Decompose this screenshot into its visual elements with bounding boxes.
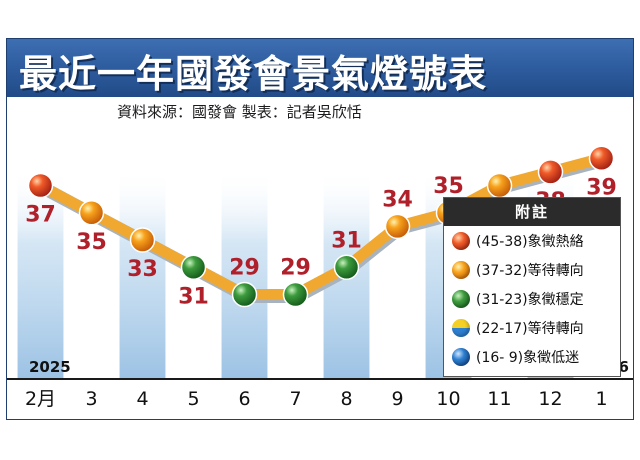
value-label: 29 xyxy=(280,256,311,281)
value-label: 29 xyxy=(229,256,260,281)
source-credit: 資料來源：國發會 製表：記者吳欣恬 xyxy=(117,103,362,121)
x-tick-label: 12 xyxy=(538,388,562,410)
chart-title: 最近一年國發會景氣燈號表 xyxy=(19,52,488,96)
value-label: 31 xyxy=(178,284,209,309)
data-point xyxy=(231,281,258,308)
legend-item-label: (45-38)象徵熱絡 xyxy=(476,233,584,250)
data-point xyxy=(180,254,207,280)
year-label-start: 2025 xyxy=(29,358,71,376)
legend-item: (31-23)象徵穩定 xyxy=(444,284,620,313)
legend-item: (16- 9)象徵低迷 xyxy=(444,342,620,371)
x-tick-label: 1 xyxy=(595,388,607,410)
data-point xyxy=(282,281,309,308)
legend-item-label: (31-23)象徵穩定 xyxy=(476,291,584,308)
column-stripe xyxy=(221,169,268,379)
column-stripe xyxy=(17,169,64,379)
chart-frame: 最近一年國發會景氣燈號表 資料來源：國發會 製表：記者吳欣恬 xyxy=(6,38,634,420)
x-tick-label: 6 xyxy=(238,388,250,410)
data-point xyxy=(537,159,564,185)
x-tick-label: 8 xyxy=(340,388,352,410)
red-light-icon xyxy=(452,231,470,250)
value-label: 33 xyxy=(127,257,158,282)
yellowblue-light-icon xyxy=(452,318,470,337)
value-label: 34 xyxy=(382,187,413,212)
legend-item: (45-38)象徵熱絡 xyxy=(444,226,620,255)
value-label: 35 xyxy=(76,230,107,255)
legend-item: (37-32)等待轉向 xyxy=(444,255,620,284)
data-point xyxy=(333,254,360,280)
x-tick-label: 7 xyxy=(289,388,301,410)
x-tick-label: 11 xyxy=(487,388,511,410)
x-tick-label: 5 xyxy=(187,388,199,410)
title-band: 最近一年國發會景氣燈號表 xyxy=(7,39,633,97)
column-stripe xyxy=(119,169,166,379)
legend-box: 附註 (45-38)象徵熱絡 (37-32)等待轉向 (31-23)象徵穩定 (22-… xyxy=(443,197,621,377)
value-label: 39 xyxy=(586,175,617,200)
x-tick-label: 2月 xyxy=(25,388,56,410)
data-point xyxy=(384,213,411,240)
x-tick-label: 3 xyxy=(85,388,97,410)
legend-item-label: (16- 9)象徵低迷 xyxy=(476,349,580,366)
legend-item: (22-17)等待轉向 xyxy=(444,313,620,342)
data-point xyxy=(27,172,54,199)
data-point xyxy=(78,200,105,226)
x-tick-label: 4 xyxy=(136,388,148,410)
value-label: 37 xyxy=(25,203,56,228)
data-point xyxy=(588,145,615,171)
legend-item-label: (22-17)等待轉向 xyxy=(476,320,584,337)
green-light-icon xyxy=(452,289,470,308)
blue-light-icon xyxy=(452,347,470,366)
legend-title: 附註 xyxy=(444,198,620,226)
data-point xyxy=(486,172,513,199)
legend-item-label: (37-32)等待轉向 xyxy=(476,262,584,279)
orange-light-icon xyxy=(452,260,470,279)
value-label: 31 xyxy=(331,228,362,253)
x-tick-label: 9 xyxy=(391,388,403,410)
x-tick-label: 10 xyxy=(436,388,460,410)
data-point xyxy=(129,227,156,253)
value-label: 35 xyxy=(433,174,464,199)
